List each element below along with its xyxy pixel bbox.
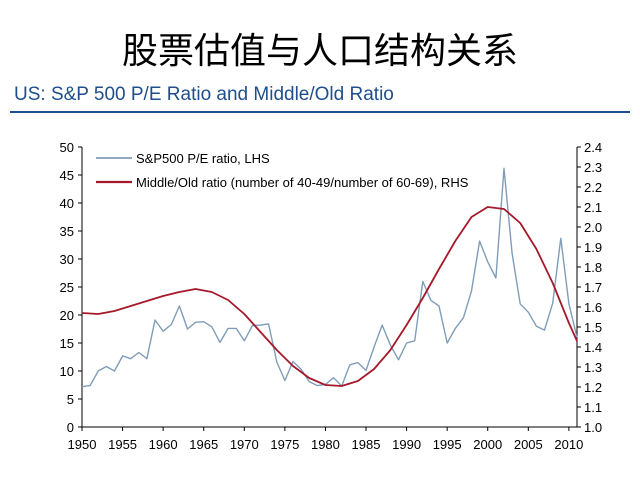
middle-old-ratio-line bbox=[81, 206, 578, 387]
y-right-tick-label: 1.4 bbox=[584, 340, 602, 355]
x-tick-label: 1985 bbox=[352, 437, 381, 452]
x-tick-label: 1955 bbox=[108, 437, 137, 452]
y-left-tick-label: 15 bbox=[60, 336, 74, 351]
legend-label-ratio: Middle/Old ratio (number of 40-49/number… bbox=[136, 175, 469, 190]
y-right-tick-label: 2.2 bbox=[584, 180, 602, 195]
y-right-tick-label: 2.1 bbox=[584, 200, 602, 215]
x-tick-label: 1960 bbox=[149, 437, 178, 452]
y-right-tick-label: 1.3 bbox=[584, 360, 602, 375]
x-tick-label: 2005 bbox=[514, 437, 543, 452]
y-left-tick-label: 30 bbox=[60, 252, 74, 267]
y-right-tick-label: 1.9 bbox=[584, 240, 602, 255]
y-left-tick-label: 45 bbox=[60, 168, 74, 183]
y-right-tick-label: 1.6 bbox=[584, 300, 602, 315]
y-left-tick-label: 0 bbox=[67, 420, 74, 435]
x-tick-label: 1995 bbox=[433, 437, 462, 452]
x-tick-label: 1965 bbox=[189, 437, 218, 452]
y-left-tick-label: 35 bbox=[60, 224, 74, 239]
y-right-tick-label: 1.5 bbox=[584, 320, 602, 335]
y-left-tick-label: 10 bbox=[60, 364, 74, 379]
x-tick-label: 1980 bbox=[311, 437, 340, 452]
title-divider bbox=[10, 111, 630, 113]
y-right-tick-label: 2.0 bbox=[584, 220, 602, 235]
chart-legend: S&P500 P/E ratio, LHS Middle/Old ratio (n… bbox=[96, 151, 469, 190]
y-right-tick-label: 2.4 bbox=[584, 140, 602, 155]
chart-axes: 0 5 10 15 20 25 30 35 40 45 50 1.0 1.1 1.2 1.3 1.4 1.5 1.… bbox=[60, 140, 603, 452]
y-left-tick-label: 25 bbox=[60, 280, 74, 295]
y-left-tick-label: 40 bbox=[60, 196, 74, 211]
x-tick-label: 1990 bbox=[392, 437, 421, 452]
x-tick-label: 2000 bbox=[473, 437, 502, 452]
chart-subtitle: US: S&P 500 P/E Ratio and Middle/Old Rat… bbox=[14, 84, 394, 105]
y-right-tick-label: 2.3 bbox=[584, 160, 602, 175]
chart-series bbox=[81, 167, 578, 388]
y-right-tick-label: 1.1 bbox=[584, 400, 602, 415]
y-right-tick-label: 1.0 bbox=[584, 420, 602, 435]
x-tick-label: 2010 bbox=[554, 437, 583, 452]
y-left-tick-label: 5 bbox=[67, 392, 74, 407]
x-tick-label: 1975 bbox=[270, 437, 299, 452]
legend-label-pe: S&P500 P/E ratio, LHS bbox=[136, 151, 270, 166]
pe-ratio-line bbox=[81, 167, 578, 388]
slide-title: 股票估值与人口结构关系 bbox=[121, 31, 518, 72]
y-left-tick-label: 20 bbox=[60, 308, 74, 323]
y-right-tick-label: 1.2 bbox=[584, 380, 602, 395]
y-right-tick-label: 1.7 bbox=[584, 280, 602, 295]
y-left-tick-label: 50 bbox=[60, 140, 74, 155]
y-right-tick-label: 1.8 bbox=[584, 260, 602, 275]
x-tick-label: 1970 bbox=[230, 437, 259, 452]
x-tick-label: 1950 bbox=[68, 437, 97, 452]
